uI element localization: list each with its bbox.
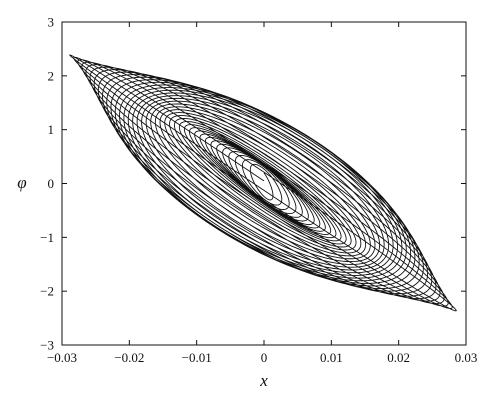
trajectory-layer [69, 54, 457, 312]
y-tick-label: 1 [48, 122, 55, 137]
y-tick-label: 2 [48, 68, 55, 83]
y-tick-label: −2 [40, 284, 54, 299]
trajectory-line [69, 54, 457, 312]
x-tick-label: 0 [261, 350, 268, 365]
x-tick-label: 0.01 [320, 350, 343, 365]
x-axis-label: x [259, 371, 268, 390]
x-tick-label: 0.02 [387, 350, 410, 365]
y-axis-label: φ [17, 173, 26, 192]
y-tick-label: −1 [40, 230, 54, 245]
x-tick-label: −0.03 [47, 350, 77, 365]
x-tick-label: −0.02 [114, 350, 144, 365]
y-tick-label: 0 [48, 176, 55, 191]
y-tick-label: −3 [40, 338, 54, 353]
y-tick-label: 3 [48, 15, 55, 30]
x-tick-label: 0.03 [455, 350, 478, 365]
tick-layer: −0.03 −0.02 −0.01 0 0.01 0.02 0.03 −3 −2 −1 0 1 2 3 [40, 15, 477, 366]
x-tick-label: −0.01 [182, 350, 212, 365]
